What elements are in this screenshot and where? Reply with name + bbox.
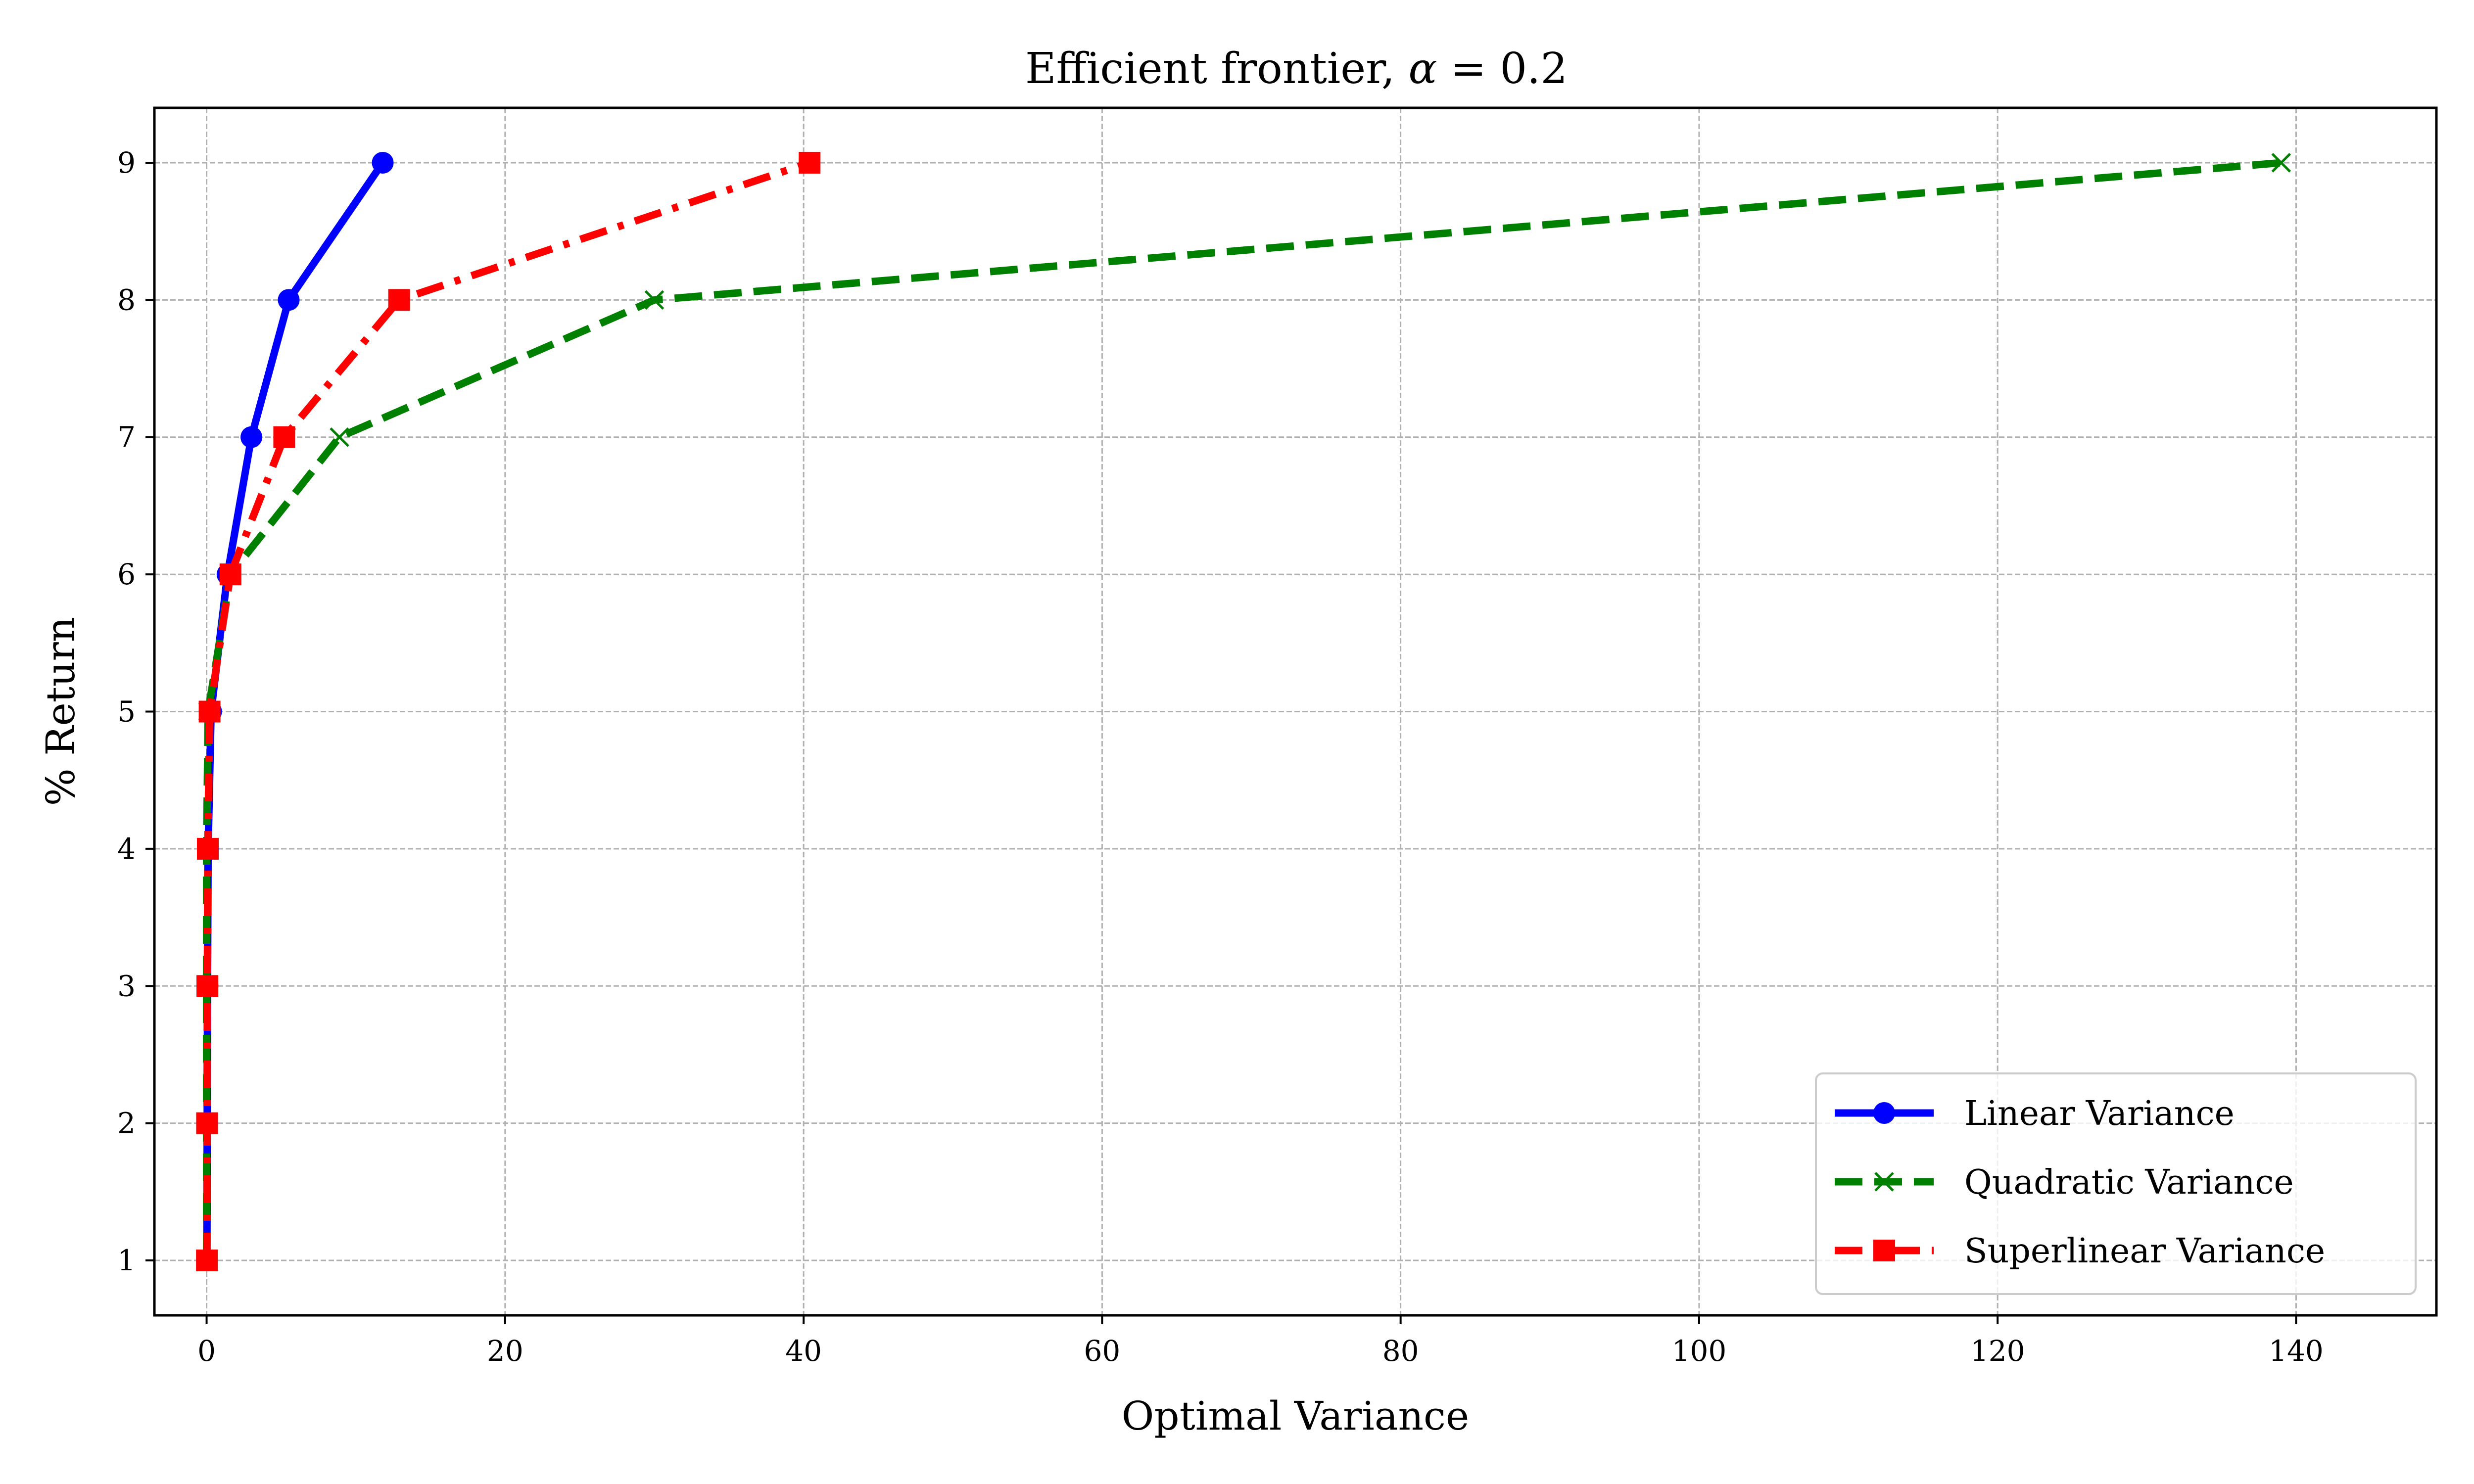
y-tick-label: 9	[117, 146, 136, 180]
chart-title-suffix: = 0.2	[1437, 44, 1568, 93]
data-point-marker	[1873, 1240, 1895, 1261]
y-tick-label: 8	[117, 283, 136, 317]
marker-stroke	[330, 427, 349, 447]
data-point-marker	[273, 426, 295, 448]
legend-box	[1815, 1072, 2417, 1295]
legend-label: Superlinear Variance	[1964, 1232, 2325, 1271]
data-point-marker	[644, 290, 665, 310]
data-series	[196, 151, 2291, 1272]
data-point-marker	[1874, 1172, 1894, 1192]
y-tick-label: 2	[117, 1107, 136, 1140]
y-tick-label: 6	[117, 557, 136, 591]
data-point-marker	[240, 426, 263, 448]
data-point-marker	[799, 151, 821, 174]
y-tick-label: 7	[117, 420, 136, 454]
data-point-marker	[278, 289, 300, 311]
legend-item: Linear Variance	[1835, 1094, 2235, 1133]
y-tick-label: 5	[117, 695, 136, 729]
x-tick-label: 80	[1382, 1334, 1419, 1368]
data-point-marker	[219, 563, 241, 586]
data-point-marker	[1873, 1102, 1895, 1124]
data-point-marker	[196, 1112, 218, 1134]
legend-item: Superlinear Variance	[1835, 1232, 2325, 1271]
x-tick-label: 40	[785, 1334, 822, 1368]
x-tick-label: 20	[487, 1334, 523, 1368]
axis-ticks: 0 20 40 60 80 100 120 140 1 2 3 4 5 6 7 8 9	[117, 146, 2324, 1368]
data-point-marker	[388, 289, 410, 311]
chart-title-symbol: α	[1409, 44, 1437, 93]
data-point-marker	[196, 1250, 218, 1272]
y-tick-label: 4	[117, 832, 136, 866]
x-axis-label: Optimal Variance	[1122, 1393, 1469, 1439]
y-tick-label: 1	[117, 1244, 136, 1277]
series-superlinear-variance	[196, 151, 821, 1272]
marker-stroke	[1874, 1172, 1894, 1192]
x-tick-label: 120	[1970, 1334, 2025, 1368]
data-point-marker	[196, 837, 219, 860]
data-point-marker	[198, 700, 221, 723]
legend: Linear Variance Quadratic Variance Superli…	[1815, 1072, 2417, 1295]
y-axis-label: % Return	[38, 617, 84, 806]
x-tick-label: 60	[1084, 1334, 1120, 1368]
x-tick-label: 0	[197, 1334, 216, 1368]
x-tick-label: 100	[1672, 1334, 1727, 1368]
legend-item: Quadratic Variance	[1835, 1163, 2294, 1202]
data-point-marker	[196, 975, 219, 997]
marker-stroke	[2271, 153, 2291, 173]
data-point-marker	[2271, 153, 2291, 173]
y-tick-label: 3	[117, 969, 136, 1003]
chart-title-prefix: Efficient frontier,	[1025, 44, 1409, 93]
data-point-marker	[330, 427, 349, 447]
series-line	[203, 159, 811, 1261]
chart-title: Efficient frontier, α = 0.2	[1025, 44, 1568, 93]
data-point-marker	[372, 151, 394, 174]
legend-label: Linear Variance	[1964, 1094, 2235, 1133]
legend-label: Quadratic Variance	[1964, 1163, 2294, 1202]
marker-stroke	[644, 290, 665, 310]
x-tick-label: 140	[2269, 1334, 2324, 1368]
